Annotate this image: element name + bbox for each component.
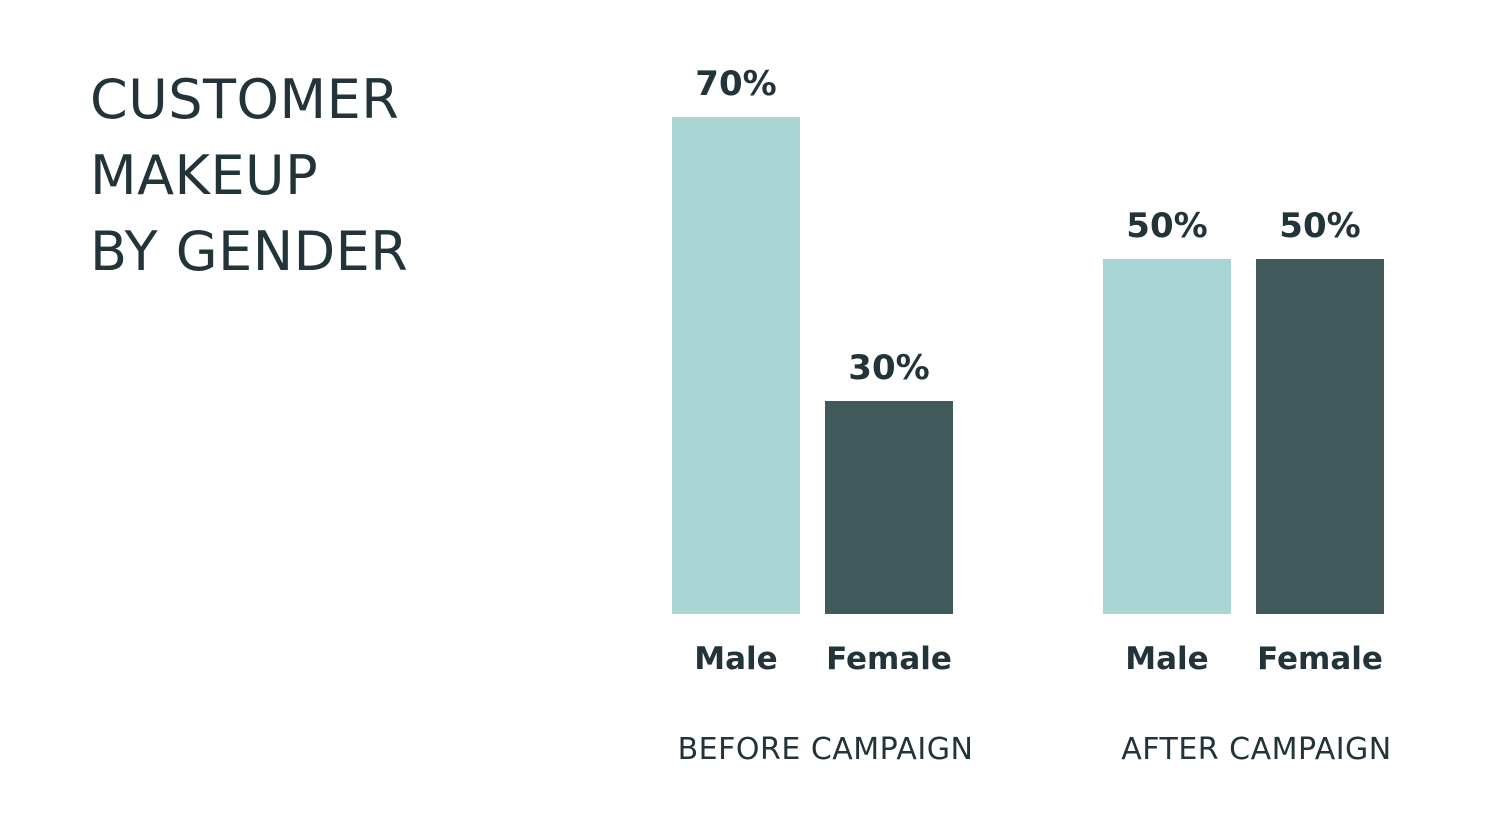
group-label-2: AFTER CAMPAIGN: [1121, 732, 1392, 767]
chart-title-line-2: MAKEUP: [90, 144, 319, 207]
value-label-female-group-2: 50%: [1279, 206, 1360, 246]
chart-title-line-1: CUSTOMER: [90, 68, 400, 131]
category-label-female-group-1: Female: [826, 641, 952, 677]
group-label-1: BEFORE CAMPAIGN: [678, 732, 974, 767]
chart-title-line-3: BY GENDER: [90, 220, 409, 283]
bar-female-group-1: [825, 401, 953, 614]
bar-male-group-2: [1103, 259, 1231, 614]
category-label-male-group-1: Male: [694, 641, 777, 677]
bar-female-group-2: [1256, 259, 1384, 614]
value-label-male-group-1: 70%: [695, 64, 776, 104]
category-label-female-group-2: Female: [1257, 641, 1383, 677]
value-label-female-group-1: 30%: [848, 348, 929, 388]
bar-male-group-1: [672, 117, 800, 614]
category-label-male-group-2: Male: [1125, 641, 1208, 677]
value-label-male-group-2: 50%: [1126, 206, 1207, 246]
chart-title: CUSTOMER MAKEUP BY GENDER: [90, 62, 408, 290]
